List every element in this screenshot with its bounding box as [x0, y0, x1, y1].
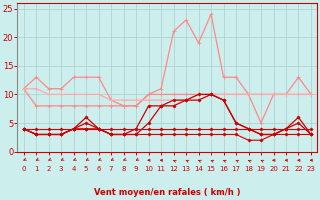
X-axis label: Vent moyen/en rafales ( km/h ): Vent moyen/en rafales ( km/h ): [94, 188, 241, 197]
